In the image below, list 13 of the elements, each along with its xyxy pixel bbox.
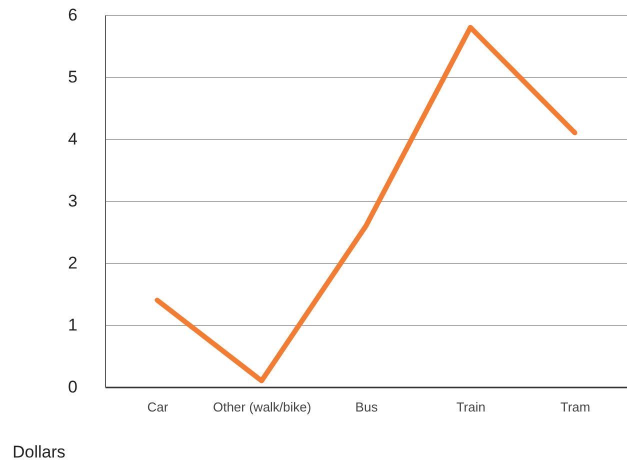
y-tick-label: 5 <box>68 68 78 86</box>
y-tick-label: 0 <box>68 378 78 396</box>
y-axis-title: Dollars <box>12 442 66 462</box>
x-tick-label: Train <box>456 400 486 414</box>
y-tick-label: 1 <box>68 316 78 334</box>
y-tick-label: 6 <box>68 6 78 24</box>
y-tick-label: 4 <box>68 130 78 148</box>
x-tick-label: Bus <box>355 400 378 414</box>
x-tick-label: Tram <box>560 400 590 414</box>
x-tick-label: Car <box>147 400 169 414</box>
x-tick-label: Other (walk/bike) <box>212 400 312 414</box>
y-tick-label: 2 <box>68 254 78 272</box>
y-tick-label: 3 <box>68 192 78 210</box>
